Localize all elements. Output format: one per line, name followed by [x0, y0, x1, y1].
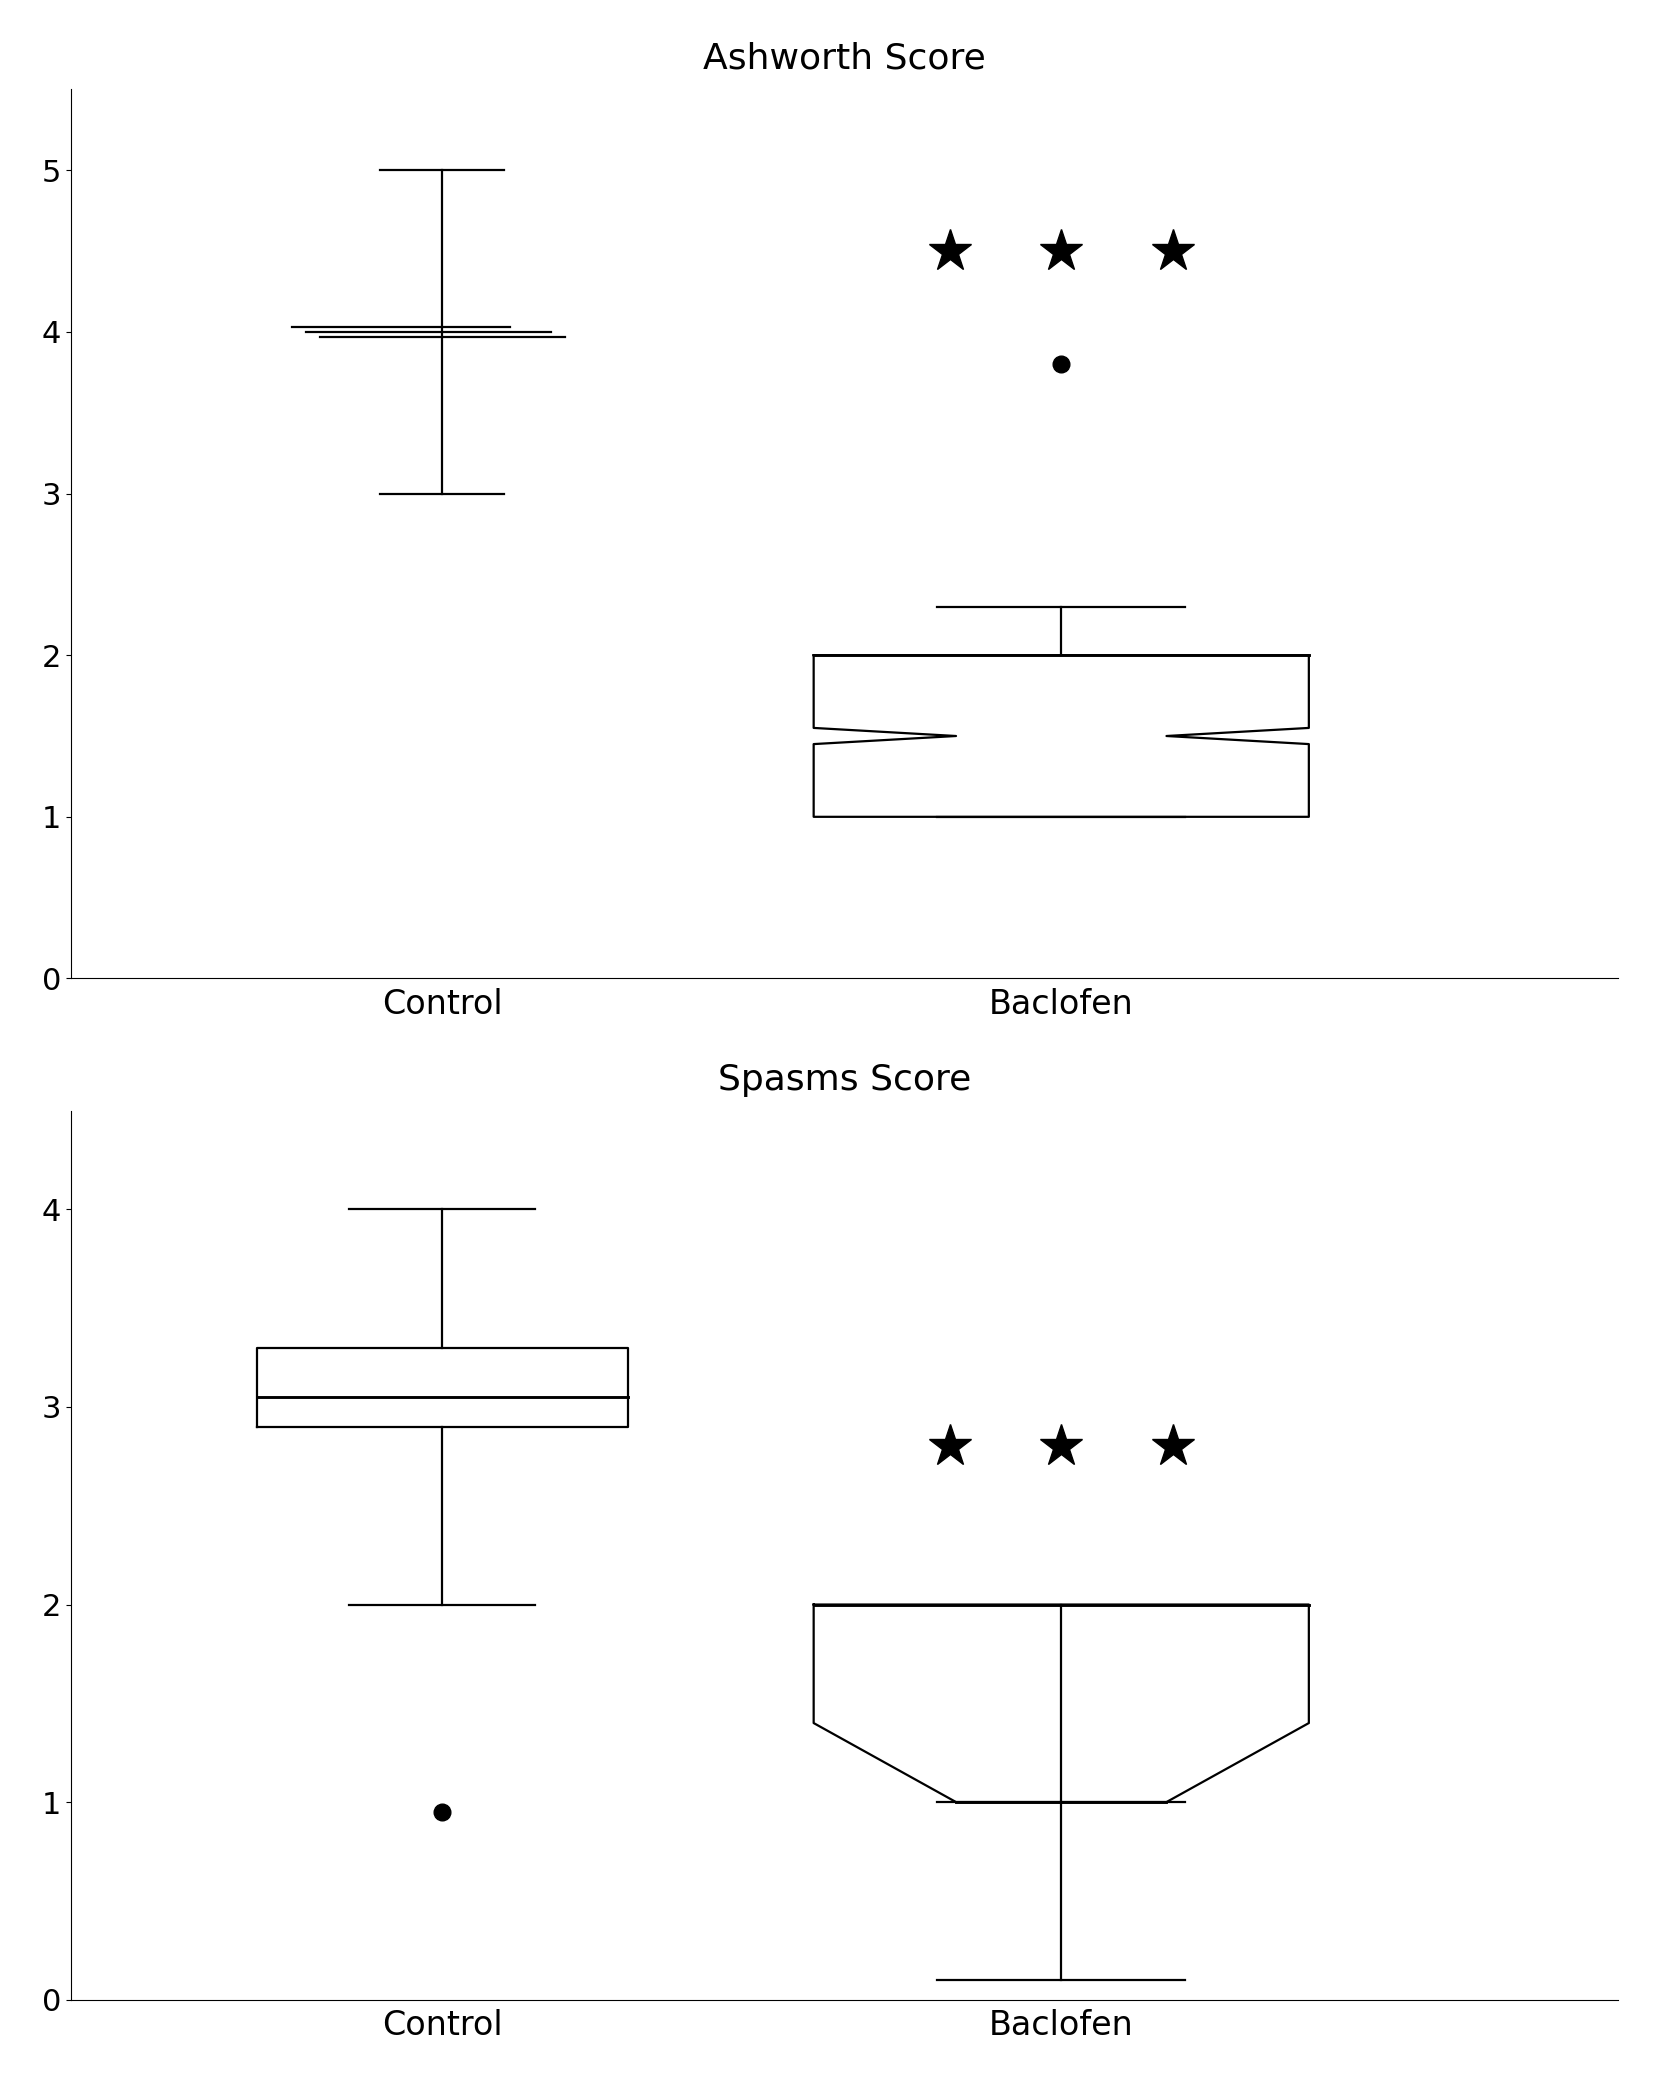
- Title: Spasms Score: Spasms Score: [719, 1063, 971, 1096]
- Title: Ashworth Score: Ashworth Score: [704, 42, 986, 75]
